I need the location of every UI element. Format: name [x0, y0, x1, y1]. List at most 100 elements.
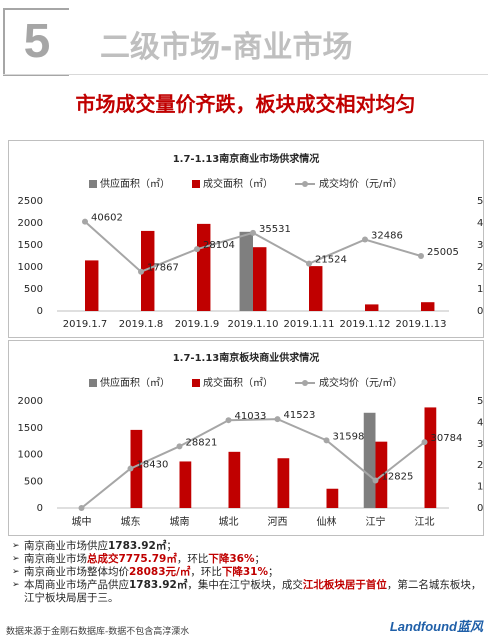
data-label: 41033 — [235, 411, 267, 422]
y-tick-label: 1500 — [18, 240, 43, 251]
y-tick-label: 500 — [24, 476, 43, 487]
bar — [130, 429, 143, 508]
y2-tick-label: 0 — [477, 503, 483, 514]
bar — [365, 304, 379, 311]
y2-tick-label: 40000 — [477, 218, 484, 229]
point — [127, 465, 134, 472]
bullet-text: ，第二名城东板块，江宁板块局居于三。 — [24, 579, 482, 604]
y2-tick-label: 50000 — [477, 396, 484, 407]
y2-tick-label: 30000 — [477, 240, 484, 251]
bar — [326, 488, 339, 508]
x-tick-label: 江北 — [415, 516, 435, 528]
bar — [253, 247, 267, 311]
bar — [309, 266, 323, 311]
x-tick-label: 仙林 — [317, 515, 337, 528]
data-label: 21524 — [315, 255, 347, 266]
data-label: 35531 — [259, 224, 291, 235]
x-tick-label: 城东 — [121, 515, 141, 528]
x-tick-label: 城中 — [72, 515, 92, 528]
data-label: 17867 — [147, 263, 179, 274]
bullet-text: ，集中在江宁板块，成交 — [187, 579, 303, 591]
legend-swatch — [192, 379, 200, 387]
bullet-text: 1783.92㎡ — [129, 579, 188, 591]
bullet-text: 本周商业市场产品供应 — [24, 579, 129, 591]
data-label: 18430 — [137, 460, 169, 471]
legend-swatch — [89, 379, 97, 387]
y-tick-label: 500 — [24, 284, 43, 295]
y-tick-label: 2000 — [18, 396, 43, 407]
section-title: 二级市场-商业市场 — [100, 30, 353, 65]
bullet: 南京商业市场供应1783.92㎡； — [12, 540, 482, 553]
x-tick-label: 2019.1.8 — [119, 319, 164, 330]
point — [194, 246, 200, 253]
y-tick-label: 0 — [37, 306, 43, 317]
y-tick-label: 0 — [37, 503, 43, 514]
point — [78, 505, 85, 511]
y2-tick-label: 0 — [477, 306, 483, 317]
data-label: 40602 — [91, 213, 123, 224]
point — [421, 439, 428, 446]
x-tick-label: 2019.1.11 — [284, 319, 335, 330]
bullet-text: ； — [254, 553, 265, 565]
point — [306, 260, 312, 267]
y2-tick-label: 30000 — [477, 439, 484, 450]
point — [176, 443, 183, 450]
x-tick-label: 江宁 — [366, 515, 386, 528]
bar — [424, 407, 437, 508]
bullet-text: 1783.92㎡ — [108, 540, 167, 552]
point — [82, 218, 88, 225]
bar — [363, 412, 376, 508]
y-tick-label: 1000 — [18, 450, 43, 461]
point — [372, 477, 379, 484]
bar — [197, 223, 211, 311]
headline: 市场成交量价齐跌，板块成交相对均匀 — [75, 92, 416, 116]
bar — [239, 231, 253, 311]
data-label: 31598 — [333, 431, 365, 442]
bullet-text: 江北板块居于首位 — [302, 579, 387, 591]
legend-swatch — [89, 180, 97, 188]
x-tick-label: 河西 — [268, 516, 288, 528]
data-label: 30784 — [431, 433, 463, 444]
point — [138, 268, 144, 275]
point — [418, 252, 424, 259]
y2-tick-label: 50000 — [477, 196, 484, 207]
x-tick-label: 2019.1.10 — [228, 319, 279, 330]
bullets: 南京商业市场供应1783.92㎡；南京商业市场总成交7775.79㎡，环比下降3… — [12, 540, 482, 605]
bullet-text: 下降31% — [221, 566, 269, 578]
y-tick-label: 2000 — [18, 218, 43, 229]
point — [362, 236, 368, 243]
line — [80, 418, 426, 509]
bullet: 南京商业市场总成交7775.79㎡，环比下降36%； — [12, 553, 482, 566]
bullet-text: 下降36% — [208, 553, 255, 565]
divider — [3, 74, 488, 75]
legend-label: 成交面积（㎡） — [203, 376, 273, 389]
x-tick-label: 2019.1.12 — [340, 319, 391, 330]
y-tick-label: 1500 — [18, 423, 43, 434]
point — [250, 229, 256, 236]
y2-tick-label: 10000 — [477, 284, 484, 295]
x-tick-label: 2019.1.7 — [63, 319, 108, 330]
y-tick-label: 2500 — [18, 196, 43, 207]
x-tick-label: 2019.1.13 — [396, 319, 447, 330]
legend-label: 成交均价（元/㎡） — [319, 177, 402, 190]
y2-tick-label: 40000 — [477, 417, 484, 428]
bar — [179, 461, 192, 508]
bar — [228, 451, 241, 508]
bullet-text: ； — [268, 566, 279, 578]
data-label: 41523 — [284, 410, 316, 421]
legend-label: 供应面积（㎡） — [100, 177, 170, 190]
data-label: 28104 — [203, 240, 235, 251]
bullet: 本周商业市场产品供应1783.92㎡，集中在江宁板块，成交江北板块居于首位，第二… — [12, 579, 482, 605]
y-tick-label: 1000 — [18, 262, 43, 273]
point — [225, 417, 232, 424]
data-label: 28821 — [186, 437, 218, 448]
bullet-text: 南京商业市场整体均价 — [24, 566, 129, 578]
bar — [85, 260, 99, 311]
y2-tick-label: 10000 — [477, 482, 484, 493]
legend-swatch — [302, 181, 308, 187]
data-label: 25005 — [427, 247, 459, 258]
data-label: 12825 — [382, 472, 414, 483]
